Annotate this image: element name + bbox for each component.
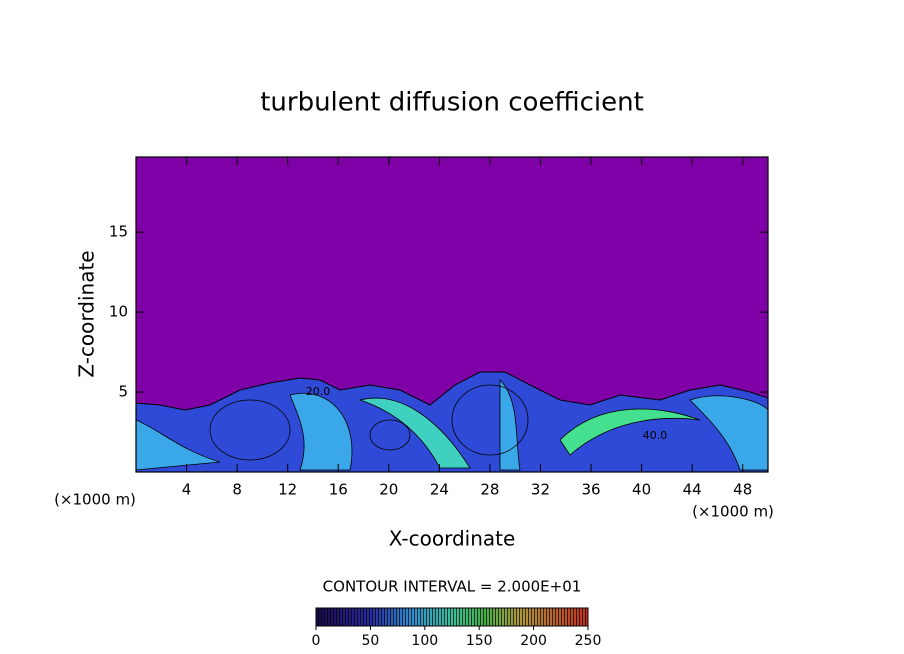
colorbar-tick-label: 100 [411,633,438,649]
x-tick-label: 20 [379,481,398,499]
field [136,157,768,472]
contour-line [209,399,291,461]
turbulent-cell [136,419,221,471]
contour-line [451,384,529,456]
y-tick-label: 10 [109,303,128,321]
colorbar-frame [315,607,589,627]
turbulent-cell [499,379,521,471]
colorbar-tick-label: 50 [361,633,379,649]
turbulent-cell [289,393,353,471]
turbulent-cell [689,395,768,471]
x-tick-label: 16 [329,481,348,499]
y-axis-label: Z-coordinate [75,250,99,377]
x-axis-label: X-coordinate [389,527,516,551]
contour-label: 20.0 [306,385,331,398]
x-tick-label: 32 [531,481,550,499]
contour-interval: CONTOUR INTERVAL = 2.000E+01 [323,578,582,596]
x-unit: (×1000 m) [692,503,774,521]
colorbar-tick-label: 250 [575,633,602,649]
x-tick-label: 4 [182,481,192,499]
contour-line [369,419,411,451]
colorbar-tick-label: 150 [466,633,493,649]
x-tick-label: 36 [581,481,600,499]
x-tick-label: 28 [480,481,499,499]
y-tick-label: 15 [109,223,128,241]
turbulent-cell [559,408,701,456]
y-unit: (×1000 m) [54,491,136,509]
x-tick-label: 24 [430,481,449,499]
colorbar-tick-label: 200 [520,633,547,649]
x-tick-label: 48 [733,481,752,499]
turbulent-cell [358,397,471,469]
y-tick-label: 5 [118,383,128,401]
plot-frame [135,156,769,473]
x-tick-label: 12 [278,481,297,499]
contour-label: 40.0 [643,429,668,442]
x-tick-label: 8 [232,481,242,499]
x-tick-label: 40 [632,481,651,499]
colorbar-tick-label: 0 [312,633,321,649]
chart-title: turbulent diffusion coefficient [260,88,644,118]
x-tick-label: 44 [683,481,702,499]
